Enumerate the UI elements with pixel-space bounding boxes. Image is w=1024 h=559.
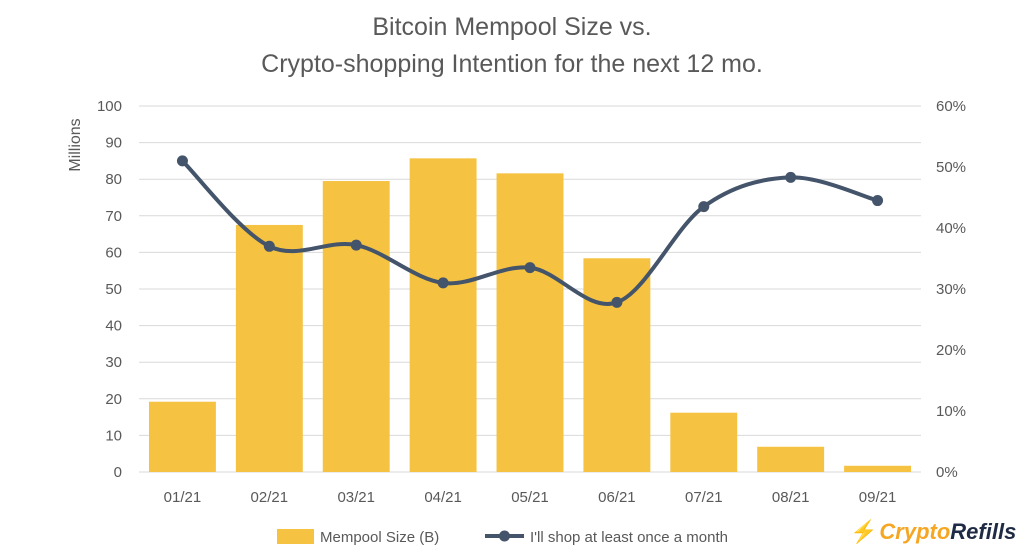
bar — [757, 446, 825, 472]
line-point — [698, 201, 710, 213]
legend-bar-swatch — [277, 529, 314, 544]
x-tick-label: 03/21 — [337, 489, 375, 506]
y-tick-label: 40 — [105, 318, 122, 335]
legend-line-label: I'll shop at least once a month — [530, 529, 728, 546]
line-point — [611, 296, 623, 308]
line-point — [524, 262, 536, 274]
y2-tick-label: 50% — [936, 159, 966, 176]
line-point — [176, 155, 188, 167]
y-tick-label: 60 — [105, 244, 122, 261]
bar — [235, 224, 303, 472]
bar — [322, 181, 390, 472]
y-tick-label: 0 — [114, 464, 122, 481]
brand-logo: ⚡CryptoRefills — [850, 519, 1016, 545]
x-tick-label: 09/21 — [859, 489, 897, 506]
y-tick-label: 50 — [105, 281, 122, 298]
line-series — [176, 155, 884, 308]
bar-series — [148, 158, 912, 472]
legend-line-marker — [499, 530, 510, 542]
y-tick-label: 70 — [105, 208, 122, 225]
line-point — [872, 195, 884, 207]
y-axis-label: Millions — [67, 118, 84, 171]
x-tick-label: 01/21 — [164, 489, 202, 506]
x-tick-label: 08/21 — [772, 489, 810, 506]
y-tick-label: 30 — [105, 354, 122, 371]
line-point — [350, 239, 362, 251]
right-axis-ticks: 60% 50% 40% 30% 20% 10% 0% — [936, 98, 966, 481]
x-tick-label: 05/21 — [511, 489, 549, 506]
y2-tick-label: 10% — [936, 403, 966, 420]
y-tick-label: 80 — [105, 171, 122, 188]
bar — [670, 412, 738, 472]
chart-title-line1: Bitcoin Mempool Size vs. — [372, 13, 652, 41]
chart-title-line2: Crypto-shopping Intention for the next 1… — [261, 50, 763, 78]
legend: Mempool Size (B) I'll shop at least once … — [277, 529, 728, 546]
bar — [409, 158, 477, 472]
y-tick-label: 10 — [105, 427, 122, 444]
line-point — [437, 277, 449, 289]
bar — [496, 173, 564, 472]
x-tick-label: 02/21 — [251, 489, 289, 506]
y2-tick-label: 0% — [936, 464, 958, 481]
line-point — [785, 171, 797, 183]
x-tick-label: 07/21 — [685, 489, 723, 506]
y-tick-label: 20 — [105, 391, 122, 408]
y2-tick-label: 20% — [936, 342, 966, 359]
bar — [148, 401, 216, 472]
brand-mark-icon: ⚡ — [850, 519, 878, 544]
line-point — [263, 240, 275, 252]
y-tick-label: 90 — [105, 135, 122, 152]
x-axis-ticks: 01/21 02/21 03/21 04/21 05/21 06/21 07/21 08/21… — [164, 489, 897, 506]
brand-part2: Refills — [950, 519, 1017, 544]
x-tick-label: 06/21 — [598, 489, 636, 506]
legend-bar-label: Mempool Size (B) — [320, 529, 439, 546]
y-tick-label: 100 — [97, 98, 122, 115]
brand-part1: Crypto — [879, 519, 951, 544]
y2-tick-label: 30% — [936, 281, 966, 298]
y2-tick-label: 40% — [936, 220, 966, 237]
y2-tick-label: 60% — [936, 98, 966, 115]
bar — [583, 258, 651, 472]
bar — [844, 465, 912, 472]
x-tick-label: 04/21 — [424, 489, 462, 506]
